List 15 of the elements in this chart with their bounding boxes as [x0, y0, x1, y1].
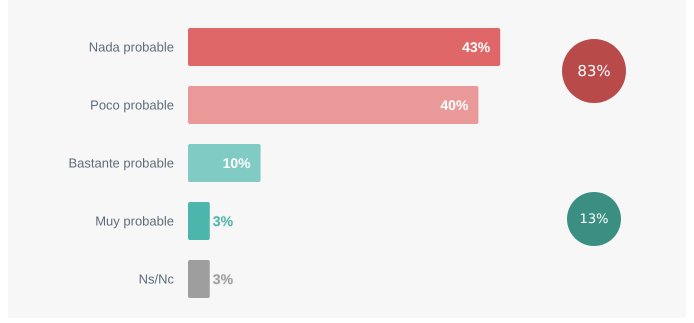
y-tick-label: Poco probable	[90, 98, 174, 112]
bar	[188, 202, 210, 240]
bar	[188, 86, 478, 124]
y-tick-label: Muy probable	[95, 214, 174, 228]
data-label: 3%	[212, 213, 234, 229]
y-tick-label: Ns/Nc	[138, 272, 174, 286]
bar	[188, 28, 500, 66]
bar	[188, 260, 210, 298]
bar	[188, 144, 261, 182]
data-label: 3%	[212, 271, 234, 287]
y-tick-label: Bastante probable	[68, 156, 174, 170]
y-tick-label: Nada probable	[88, 40, 174, 54]
data-label: 43%	[462, 39, 491, 55]
data-label: 40%	[440, 97, 469, 113]
data-label: 10%	[222, 155, 252, 171]
